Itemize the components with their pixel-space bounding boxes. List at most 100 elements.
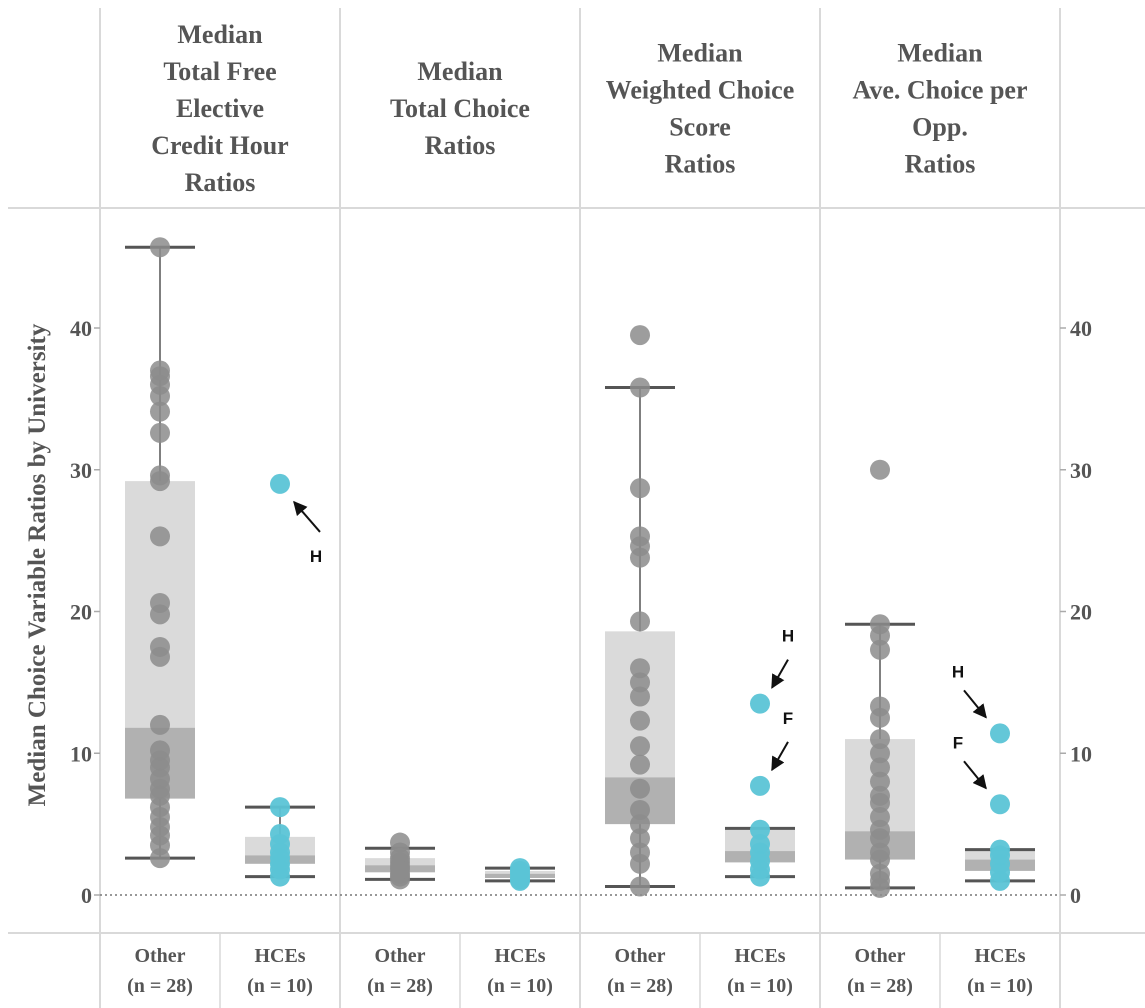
grid-lines	[8, 8, 1145, 1008]
annotation-label: H	[952, 662, 964, 681]
box-group-other	[845, 459, 915, 898]
annotation-arrow	[293, 500, 321, 533]
category-label-line: (n = 10)	[967, 975, 1033, 997]
box-group-other	[605, 325, 675, 897]
data-point	[870, 771, 890, 792]
data-point	[630, 377, 650, 398]
data-point	[630, 828, 650, 849]
data-point	[630, 799, 650, 820]
panel-title-line: Ratios	[425, 131, 496, 160]
data-point	[630, 876, 650, 897]
data-point	[870, 757, 890, 778]
data-point	[150, 740, 170, 761]
data-point	[150, 465, 170, 486]
data-point	[630, 710, 650, 731]
data-point	[870, 614, 890, 635]
panel-title-line: Median	[177, 20, 263, 49]
data-point	[510, 858, 530, 879]
data-point	[390, 832, 410, 853]
panel-title-line: Ratios	[905, 150, 976, 179]
box-group-other	[365, 832, 435, 890]
box-group-hces: H	[245, 473, 322, 887]
category-label-line: (n = 10)	[727, 975, 793, 997]
annotation-label: F	[953, 733, 963, 752]
category-label-line: HCEs	[734, 945, 785, 967]
data-point	[870, 743, 890, 764]
annotation-arrow	[771, 659, 789, 689]
y-tick-label-left: 40	[70, 316, 92, 341]
category-label-line: (n = 10)	[247, 975, 313, 997]
data-point	[990, 723, 1010, 744]
data-point	[870, 842, 890, 863]
category-label-line: (n = 28)	[607, 975, 673, 997]
y-tick-label-right: 10	[1070, 741, 1092, 766]
data-point	[870, 863, 890, 884]
data-point	[270, 824, 290, 845]
panel-title-line: Total Choice	[390, 94, 530, 123]
panel-title-line: Median	[657, 39, 743, 68]
annotation-label: H	[310, 547, 322, 566]
data-point	[630, 814, 650, 835]
data-point	[270, 797, 290, 818]
data-point	[990, 794, 1010, 815]
panel-title-line: Opp.	[912, 113, 968, 142]
annotation-arrow	[963, 689, 987, 719]
data-point	[870, 459, 890, 480]
data-point	[630, 478, 650, 499]
annotation-arrow	[963, 760, 987, 790]
category-label-line: (n = 10)	[487, 975, 553, 997]
y-axis-label: Median Choice Variable Ratios by Univers…	[24, 323, 51, 806]
data-point	[150, 636, 170, 657]
category-label-line: Other	[374, 945, 425, 967]
data-point	[150, 401, 170, 422]
category-label-line: (n = 28)	[367, 975, 433, 997]
panel-title-line: Weighted Choice	[606, 76, 795, 105]
y-tick-label-left: 10	[70, 741, 92, 766]
data-point	[750, 775, 770, 796]
data-point	[990, 839, 1010, 860]
annotation-label: H	[782, 627, 794, 646]
data-point	[870, 696, 890, 717]
box-group-hces	[485, 858, 555, 891]
data-point	[270, 473, 290, 494]
panel-title-line: Ave. Choice per	[853, 76, 1028, 105]
data-point	[150, 714, 170, 735]
axes: 0 0 10 10 20 20 30 30 40 40 Median Choice Variable…	[24, 316, 1092, 908]
box-group-other	[125, 237, 195, 869]
box-group-hces: HF	[952, 662, 1035, 891]
data-point	[630, 611, 650, 632]
data-point	[630, 526, 650, 547]
panel-title-line: Ratios	[665, 150, 736, 179]
box-group-hces: HF	[725, 627, 795, 887]
y-tick-label-right: 0	[1070, 883, 1081, 908]
data-point	[870, 807, 890, 828]
y-tick-label-right: 30	[1070, 458, 1092, 483]
category-label-line: Other	[614, 945, 665, 967]
data-point	[150, 422, 170, 443]
category-label-line: HCEs	[974, 945, 1025, 967]
panel-title-line: Median	[417, 57, 503, 86]
annotation-arrow	[771, 741, 789, 772]
data-point	[630, 672, 650, 693]
panel-headers: Median Total Free Elective Credit Hour Ratio…	[151, 20, 1027, 197]
panel-title-line: Total Free	[163, 57, 276, 86]
y-tick-label-left: 20	[70, 600, 92, 625]
category-label-line: (n = 28)	[847, 975, 913, 997]
data-point	[750, 819, 770, 840]
category-label-line: HCEs	[494, 945, 545, 967]
y-tick-label-right: 40	[1070, 316, 1092, 341]
data-point	[870, 785, 890, 806]
data-point	[750, 693, 770, 714]
data-point	[150, 360, 170, 381]
y-tick-label-left: 0	[81, 883, 92, 908]
data-point	[750, 833, 770, 854]
data-point	[630, 754, 650, 775]
data-point	[870, 639, 890, 660]
data-point	[630, 325, 650, 346]
annotation-label: F	[783, 709, 793, 728]
data-point	[150, 592, 170, 613]
y-tick-label-right: 20	[1070, 600, 1092, 625]
category-label-line: Other	[854, 945, 905, 967]
